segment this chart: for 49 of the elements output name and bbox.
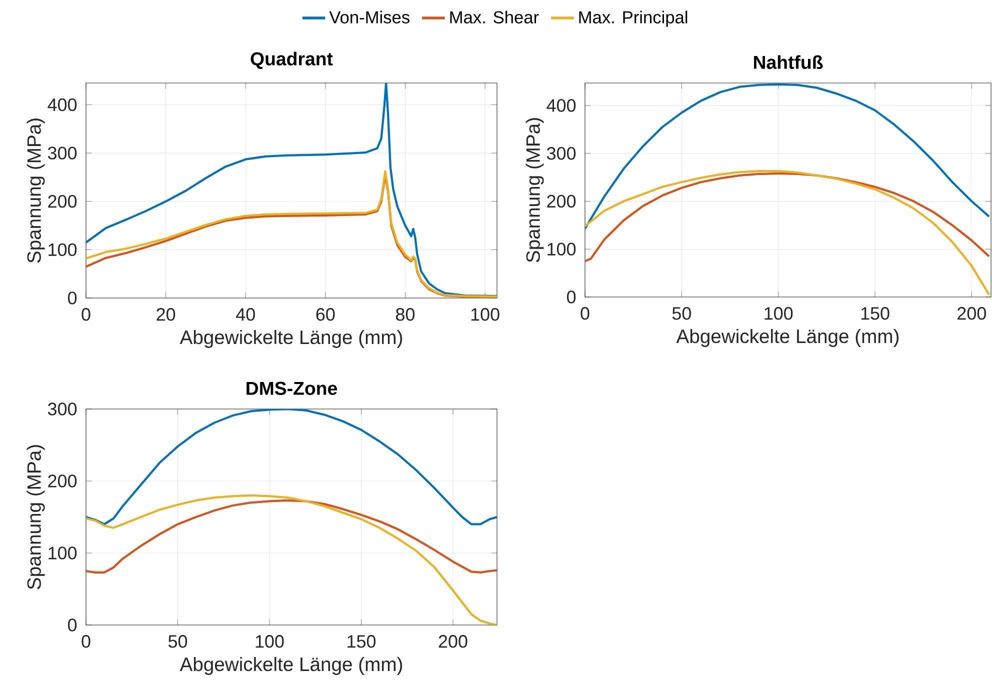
x-tick-label: 20: [156, 308, 176, 321]
x-tick-label: 150: [348, 635, 376, 648]
line-series: [86, 409, 498, 526]
x-tick-label: 200: [438, 635, 468, 648]
y-tick-label: 300: [48, 402, 77, 416]
legend-label: Von-Mises: [329, 10, 410, 24]
y-tick-label: 0: [68, 292, 77, 304]
line-series: [86, 499, 498, 574]
line-series: [585, 83, 990, 230]
line-series: [585, 170, 990, 296]
y-tick-label: 300: [48, 146, 77, 160]
y-tick-label: 0: [68, 618, 77, 632]
x-tick-label: 0: [82, 308, 90, 321]
x-tick-label: 80: [396, 308, 415, 321]
legend-label: Max. Principal: [579, 10, 688, 27]
x-axis-title: Abgewickelte Länge (mm): [676, 328, 899, 347]
y-tick-label: 100: [48, 243, 77, 256]
chart-title: DMS-Zone: [246, 382, 338, 395]
x-tick-label: 0: [580, 307, 590, 320]
line-series: [585, 172, 990, 262]
x-axis-title: Abgewickelte Länge (mm): [180, 656, 402, 675]
x-tick-label: 100: [471, 308, 500, 321]
y-axis-title: Spannung (MPa): [526, 118, 544, 262]
x-tick-label: 200: [958, 307, 986, 320]
y-axis-title: Spannung (MPa): [26, 118, 45, 263]
chart-title: Nahtfuß: [754, 55, 823, 69]
x-tick-label: 50: [168, 635, 188, 648]
x-tick-label: 60: [316, 308, 335, 321]
x-tick-label: 0: [82, 635, 90, 648]
x-tick-label: 50: [672, 307, 691, 320]
x-tick-label: 150: [861, 307, 890, 320]
x-tick-label: 100: [256, 635, 284, 648]
y-tick-label: 300: [546, 147, 576, 160]
y-tick-label: 0: [566, 290, 576, 304]
y-axis-title: Spannung (MPa): [26, 445, 45, 590]
x-tick-label: 100: [764, 307, 793, 320]
y-tick-label: 200: [48, 474, 77, 488]
y-tick-label: 200: [48, 195, 77, 208]
legend-label: Max. Shear: [450, 10, 539, 24]
y-tick-label: 400: [546, 99, 576, 112]
line-series: [86, 494, 498, 626]
x-axis-title: Abgewickelte Länge (mm): [180, 330, 402, 348]
chart-title: Quadrant: [250, 52, 333, 69]
x-tick-label: 40: [236, 308, 255, 321]
y-tick-label: 100: [48, 546, 77, 560]
y-tick-label: 100: [548, 242, 576, 256]
line-series: [86, 83, 498, 298]
y-tick-label: 400: [48, 98, 77, 112]
y-tick-label: 200: [547, 194, 576, 208]
